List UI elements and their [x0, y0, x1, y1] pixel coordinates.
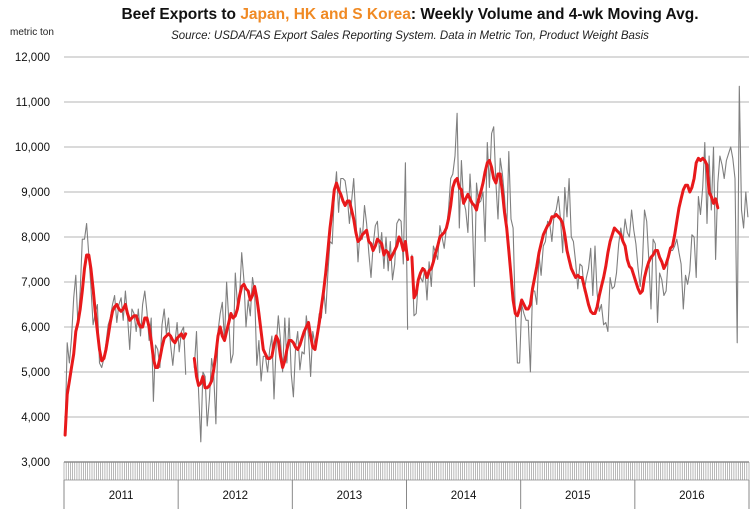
x-year-label: 2013 — [337, 490, 363, 502]
y-tick-label: 9,000 — [21, 187, 50, 199]
series-weekly-volume-line — [64, 85, 749, 443]
y-tick-label: 11,000 — [16, 97, 50, 109]
x-axis: 2011 2012 2013 2014 2015 2016 — [63, 461, 750, 509]
y-tick-label: 6,000 — [21, 322, 50, 334]
y-tick-label: 5,000 — [21, 367, 50, 379]
title-suffix: : Weekly Volume and 4-wk Moving Avg. — [410, 6, 699, 23]
series-lines — [63, 85, 749, 443]
x-year-label: 2014 — [451, 490, 477, 502]
y-tick-label: 7,000 — [21, 277, 50, 289]
y-axis-unit-label: metric ton — [10, 27, 54, 38]
series-moving-average-line — [63, 156, 720, 437]
y-tick-label: 8,000 — [21, 232, 50, 244]
y-tick-label: 12,000 — [15, 52, 50, 64]
y-axis: 3,000 4,000 5,000 6,000 7,000 8,000 9,000 10,00… — [15, 52, 50, 469]
y-tick-label: 4,000 — [21, 412, 50, 424]
y-tick-label: 10,000 — [15, 142, 50, 154]
x-year-label: 2012 — [222, 490, 248, 502]
y-tick-label: 3,000 — [21, 457, 50, 469]
gridlines — [64, 56, 749, 418]
x-year-label: 2016 — [679, 490, 705, 502]
x-year-label: 2015 — [565, 490, 591, 502]
chart-title: Beef Exports to Japan, HK and S Korea: W… — [70, 6, 750, 24]
chart-subtitle: Source: USDA/FAS Export Sales Reporting … — [171, 30, 649, 42]
title-prefix: Beef Exports to — [121, 6, 241, 23]
title-highlight: Japan, HK and S Korea — [240, 6, 411, 23]
x-year-label: 2011 — [109, 490, 134, 502]
